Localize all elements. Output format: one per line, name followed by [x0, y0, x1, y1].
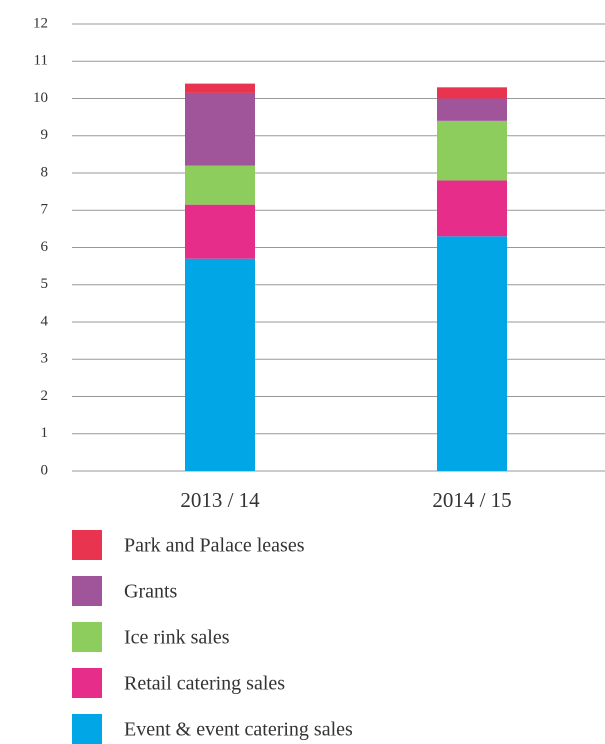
- legend-label: Ice rink sales: [124, 627, 230, 649]
- legend-label: Park and Palace leases: [124, 535, 305, 557]
- x-tick-label: 2013 / 14: [180, 488, 260, 512]
- legend-swatch: [72, 714, 102, 744]
- x-tick-label: 2014 / 15: [432, 488, 511, 512]
- legend-label: Event & event catering sales: [124, 719, 353, 741]
- y-tick-label: 11: [34, 53, 48, 69]
- bar-segment: [437, 120, 507, 181]
- bar-segment: [185, 92, 255, 166]
- bar-segment: [185, 204, 255, 259]
- y-tick-label: 0: [41, 462, 49, 478]
- y-tick-label: 4: [41, 313, 49, 329]
- y-tick-label: 8: [41, 164, 49, 180]
- y-tick-label: 10: [33, 90, 48, 106]
- legend-label: Grants: [124, 581, 178, 603]
- bar-segment: [437, 98, 507, 121]
- legend-label: Retail catering sales: [124, 673, 285, 695]
- y-tick-label: 1: [41, 425, 49, 441]
- legend-swatch: [72, 530, 102, 560]
- bar-segment: [437, 180, 507, 237]
- bar-segment: [185, 83, 255, 93]
- bar-segment: [185, 165, 255, 205]
- bar-segment: [185, 258, 255, 471]
- y-tick-label: 7: [41, 202, 49, 218]
- legend-swatch: [72, 622, 102, 652]
- y-tick-label: 5: [41, 276, 49, 292]
- y-tick-label: 2: [41, 388, 49, 404]
- y-tick-label: 12: [33, 15, 48, 31]
- legend-swatch: [72, 668, 102, 698]
- y-tick-label: 9: [41, 127, 49, 143]
- y-tick-label: 6: [41, 239, 49, 255]
- legend-swatch: [72, 576, 102, 606]
- bar-segment: [437, 236, 507, 471]
- y-tick-label: 3: [41, 351, 49, 367]
- bar-segment: [437, 87, 507, 99]
